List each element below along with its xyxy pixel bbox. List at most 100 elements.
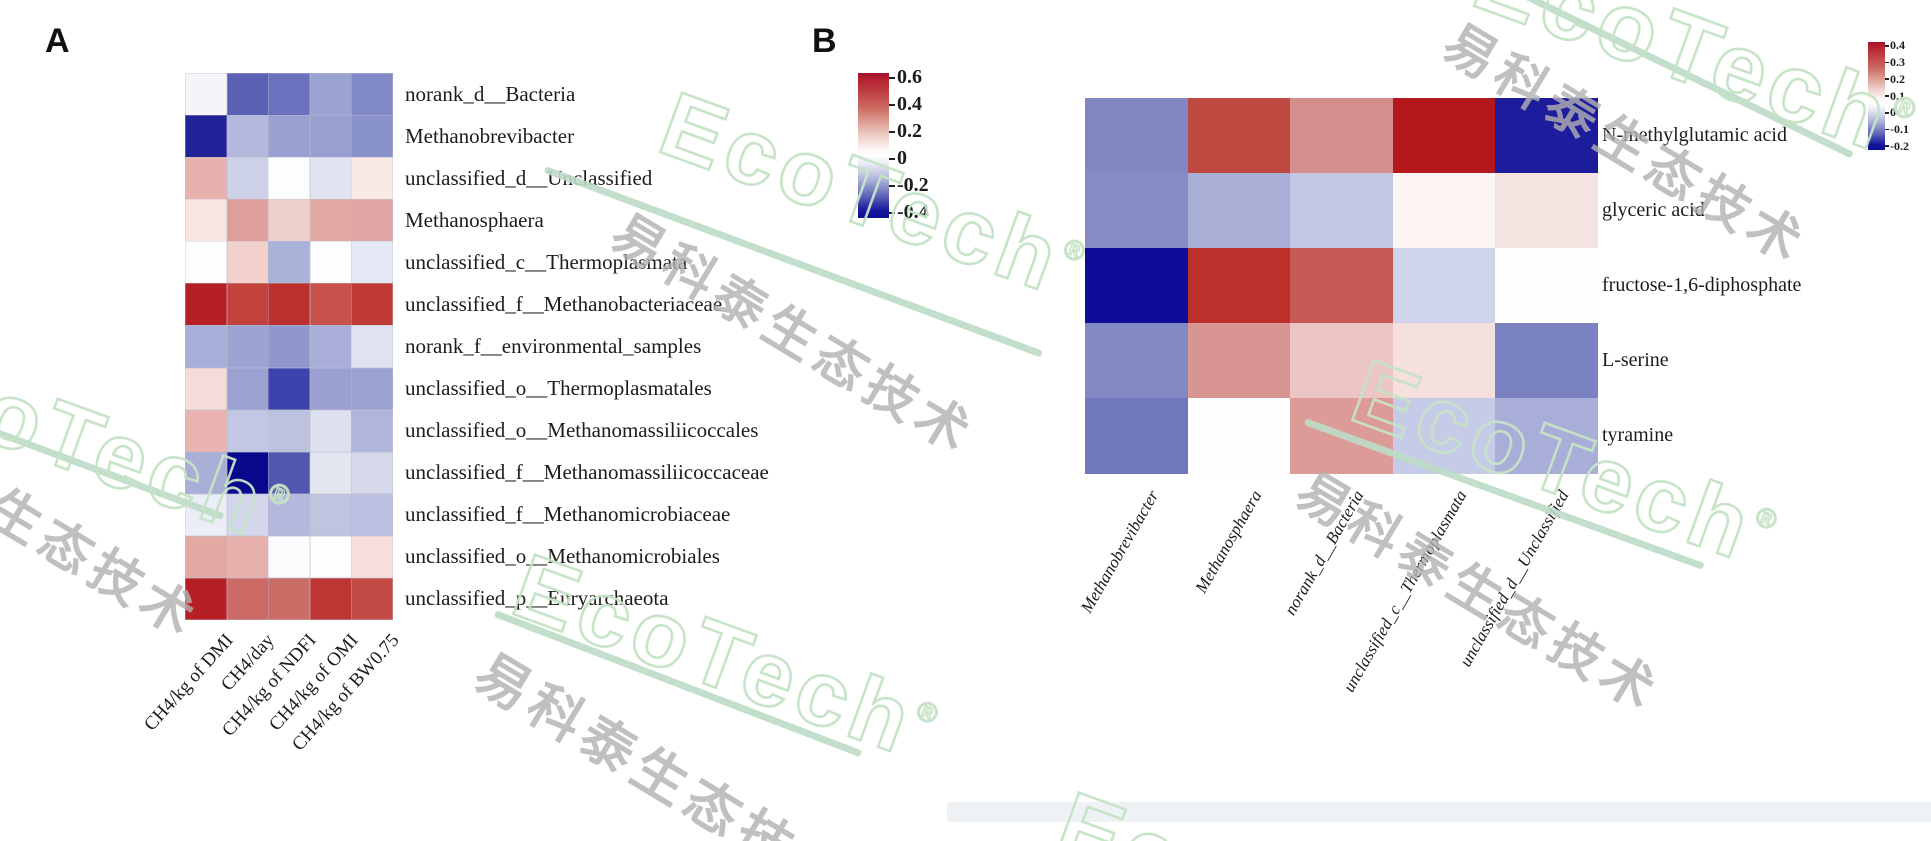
heatmap-cell: [1290, 98, 1393, 174]
heatmap-cell: [268, 283, 311, 326]
heatmap-cell: [185, 199, 228, 242]
colorbar-tick-label: 0.2: [1890, 71, 1905, 86]
heatmap-cell: [351, 283, 394, 326]
row-label: glyceric acid: [1602, 199, 1705, 221]
colorbar-tick: [889, 185, 895, 187]
heatmap-cell: [185, 535, 228, 579]
heatmap-cell: [226, 199, 269, 242]
panel-a-letter: A: [45, 22, 70, 60]
row-label: norank_f__environmental_samples: [405, 333, 702, 358]
heatmap-cell: [268, 73, 311, 116]
heatmap-cell: [309, 73, 352, 116]
heatmap-cell: [226, 115, 269, 158]
heatmap-cell: [309, 283, 352, 326]
colorbar-tick-label: 0.1: [1890, 88, 1905, 103]
heatmap-cell: [351, 73, 394, 116]
heatmap-cell: [1187, 248, 1291, 324]
heatmap-cell: [351, 451, 394, 495]
colorbar-tick: [889, 131, 895, 133]
heatmap-cell: [309, 199, 352, 242]
colorbar-tick-label: 0.2: [897, 119, 922, 142]
heatmap-cell: [268, 325, 311, 369]
row-label: tyramine: [1602, 424, 1674, 446]
heatmap-cell: [268, 451, 311, 495]
heatmap-cell: [1187, 98, 1291, 174]
heatmap-cell: [226, 241, 269, 284]
heatmap-cell: [351, 115, 394, 158]
row-label: Methanobrevibacter: [405, 123, 575, 148]
heatmap-cell: [309, 325, 352, 369]
heatmap-cell: [226, 367, 269, 411]
panel-b-letter: B: [812, 22, 837, 60]
heatmap-cell: [268, 409, 311, 453]
heatmap-cell: [1187, 173, 1291, 249]
colorbar-tick: [1885, 128, 1889, 131]
colorbar-tick: [1885, 44, 1889, 47]
heatmap-cell: [226, 73, 269, 116]
row-label: fructose-1,6-diphosphate: [1602, 274, 1802, 296]
heatmap-cell: [1085, 98, 1188, 174]
heatmap-cell: [1085, 323, 1188, 399]
row-label: unclassified_d__Unclassified: [405, 165, 653, 190]
heatmap-cell: [268, 535, 311, 579]
heatmap-cell: [226, 409, 269, 453]
heatmap-cell: [351, 535, 394, 579]
colorbar-b: [1868, 42, 1885, 150]
heatmap-cell: [1085, 248, 1188, 324]
heatmap-cell: [185, 325, 228, 369]
heatmap-cell: [1495, 398, 1598, 474]
heatmap-cell: [1495, 248, 1598, 324]
heatmap-cell: [185, 283, 228, 326]
heatmap-cell: [268, 493, 311, 537]
colorbar-tick-label: 0.4: [1890, 38, 1905, 53]
heatmap-cell: [268, 367, 311, 411]
heatmap-cell: [1392, 323, 1496, 399]
heatmap-cell: [309, 115, 352, 158]
colorbar-tick-label: 0.6: [897, 65, 922, 88]
row-label: unclassified_o__Thermoplasmatales: [405, 376, 712, 401]
colorbar-tick: [1885, 111, 1889, 114]
heatmap-cell: [226, 283, 269, 326]
colorbar-tick-label: -0.2: [1890, 138, 1909, 153]
row-label: unclassified_f__Methanomassiliicoccaceae: [405, 460, 769, 485]
heatmap-cell: [1495, 323, 1598, 399]
heatmap-cell: [309, 493, 352, 537]
colorbar-tick: [1885, 95, 1889, 97]
heatmap-b: [1085, 98, 1598, 474]
colorbar-a: [858, 73, 889, 218]
row-label: unclassified_c__Thermoplasmata: [405, 249, 688, 274]
heatmap-cell: [309, 451, 352, 495]
heatmap-cell: [268, 115, 311, 158]
heatmap-cell: [1290, 323, 1393, 399]
heatmap-cell: [309, 409, 352, 453]
row-label: L-serine: [1602, 349, 1669, 371]
heatmap-cell: [1392, 98, 1496, 174]
heatmap-cell: [351, 157, 394, 200]
heatmap-cell: [1495, 98, 1598, 174]
heatmap-cell: [351, 577, 394, 621]
heatmap-cell: [268, 199, 311, 242]
heatmap-cell: [1085, 173, 1188, 249]
heatmap-cell: [1085, 398, 1188, 474]
heatmap-cell: [226, 157, 269, 200]
colorbar-tick-label: -0.4: [897, 200, 929, 223]
heatmap-cell: [226, 535, 269, 579]
heatmap-cell: [185, 451, 228, 495]
row-label: unclassified_p__Euryarchaeota: [405, 586, 669, 611]
bottom-gray-band: [947, 802, 1931, 822]
heatmap-cell: [226, 451, 269, 495]
heatmap-cell: [185, 115, 228, 158]
heatmap-cell: [309, 535, 352, 579]
heatmap-cell: [351, 409, 394, 453]
heatmap-cell: [351, 367, 394, 411]
heatmap-cell: [351, 325, 394, 369]
row-label: N-methylglutamic acid: [1602, 124, 1787, 146]
colorbar-tick-label: -0.1: [1890, 122, 1909, 137]
heatmap-cell: [1187, 398, 1291, 474]
heatmap-cell: [226, 325, 269, 369]
colorbar-tick-label: -0.2: [897, 173, 929, 196]
colorbar-tick: [1885, 78, 1889, 81]
heatmap-cell: [185, 157, 228, 200]
colorbar-tick: [889, 77, 895, 79]
